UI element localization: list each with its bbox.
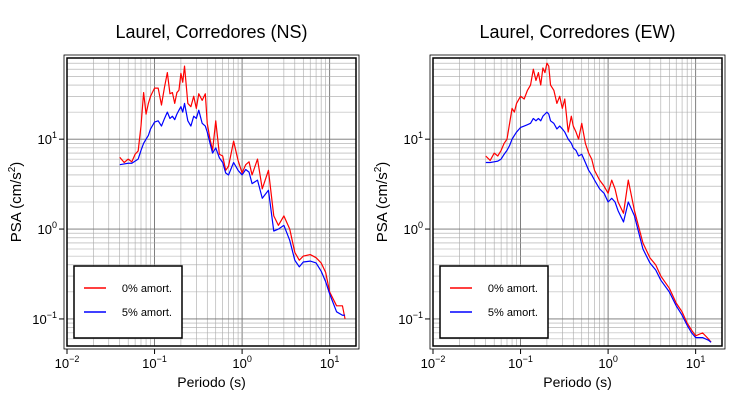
x-tick-exponent: −2 [435, 354, 445, 364]
x-tick-exponent: −2 [69, 354, 79, 364]
y-axis-label-main: PSA (cm/s [374, 172, 391, 242]
y-tick-base: 10 [404, 132, 418, 147]
y-tick-base: 10 [398, 312, 412, 327]
y-axis-label-main: PSA (cm/s [8, 172, 25, 242]
x-tick-label: 100 [232, 354, 251, 371]
y-tick-label: 101 [404, 130, 423, 147]
y-tick-label: 100 [404, 220, 423, 237]
x-tick-exponent: −1 [157, 354, 167, 364]
chart-title: Laurel, Corredores (EW) [479, 22, 675, 42]
chart-title: Laurel, Corredores (NS) [115, 22, 307, 42]
legend: 0% amort. 5% amort. [439, 265, 549, 339]
y-tick-exponent: 1 [418, 130, 423, 140]
y-axis-label-tail: ) [374, 162, 391, 167]
y-tick-label: 101 [38, 130, 57, 147]
plot-frame-outer [429, 54, 726, 350]
y-axis-label-superscript: 2 [7, 166, 18, 172]
y-tick-exponent: −1 [413, 310, 423, 320]
y-tick-label: 10−1 [32, 310, 57, 327]
chart-panel-2: Laurel, Corredores (EW)10−2 10−1 100 10110−… [373, 22, 726, 390]
y-tick-exponent: −1 [47, 310, 57, 320]
y-axis-label: PSA (cm/s2) [7, 162, 25, 243]
x-tick-label: 10−2 [421, 354, 446, 371]
x-tick-exponent: 0 [613, 354, 618, 364]
x-tick-base: 10 [142, 356, 156, 371]
plot-frame-outer [63, 54, 360, 350]
x-tick-exponent: 1 [700, 354, 705, 364]
plot-frame [432, 57, 723, 347]
x-tick-exponent: 1 [334, 354, 339, 364]
legend-label-1: 0% amort. [122, 283, 172, 295]
legend-label-1: 0% amort. [488, 283, 538, 295]
x-tick-base: 10 [686, 356, 700, 371]
legend: 0% amort. 5% amort. [73, 265, 183, 339]
series-line-2 [485, 111, 712, 343]
x-tick-base: 10 [598, 356, 612, 371]
x-tick-exponent: −1 [523, 354, 533, 364]
y-tick-base: 10 [404, 222, 418, 237]
series-line-2 [119, 102, 346, 316]
x-tick-label: 100 [598, 354, 617, 371]
x-axis-label: Periodo (s) [543, 374, 611, 390]
x-tick-base: 10 [320, 356, 334, 371]
series-line-1 [485, 62, 712, 343]
plot-frame [66, 57, 357, 347]
legend-box [73, 265, 183, 339]
y-tick-exponent: 1 [52, 130, 57, 140]
y-tick-label: 10−1 [398, 310, 423, 327]
y-axis-label: PSA (cm/s2) [373, 162, 391, 243]
y-tick-exponent: 0 [52, 220, 57, 230]
x-tick-base: 10 [55, 356, 69, 371]
x-tick-label: 10−2 [55, 354, 80, 371]
x-axis-label: Periodo (s) [177, 374, 245, 390]
legend-label-2: 5% amort. [122, 307, 172, 319]
series-line-1 [119, 65, 346, 320]
x-tick-label: 101 [686, 354, 705, 371]
legend-box [439, 265, 549, 339]
x-tick-exponent: 0 [247, 354, 252, 364]
x-tick-base: 10 [421, 356, 435, 371]
y-tick-base: 10 [38, 222, 52, 237]
y-axis-label-superscript: 2 [373, 166, 384, 172]
x-tick-label: 10−1 [508, 354, 533, 371]
x-tick-label: 101 [320, 354, 339, 371]
x-tick-base: 10 [508, 356, 522, 371]
chart-panel-1: Laurel, Corredores (NS)10−2 10−1 100 10110−… [7, 22, 360, 390]
y-tick-base: 10 [32, 312, 46, 327]
y-axis-label-tail: ) [8, 162, 25, 167]
y-tick-label: 100 [38, 220, 57, 237]
legend-label-2: 5% amort. [488, 307, 538, 319]
x-tick-base: 10 [232, 356, 246, 371]
x-tick-label: 10−1 [142, 354, 167, 371]
y-tick-base: 10 [38, 132, 52, 147]
y-tick-exponent: 0 [418, 220, 423, 230]
